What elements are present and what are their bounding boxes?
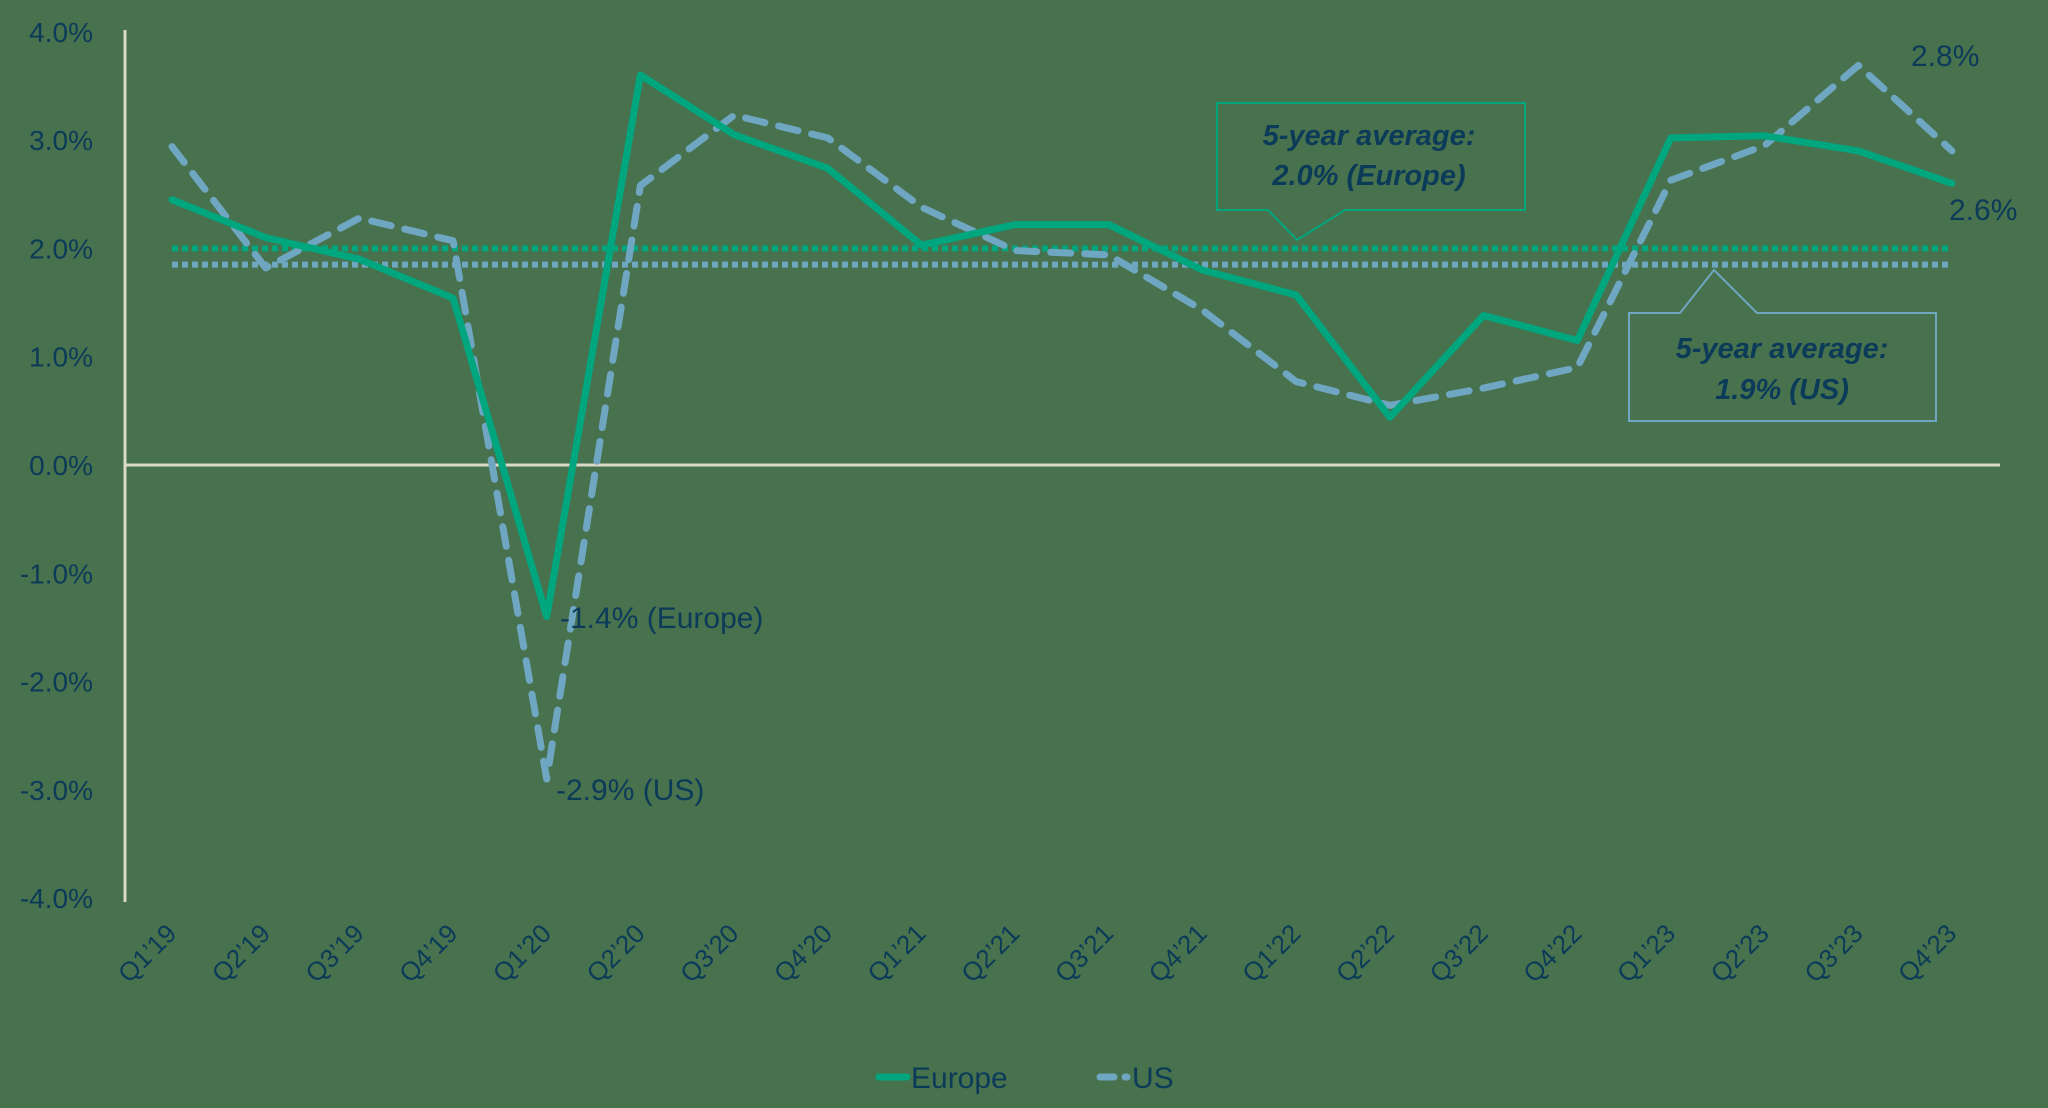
us-end-label: 2.8%	[1911, 40, 1979, 73]
europe-dip-label: -1.4% (Europe)	[560, 602, 763, 635]
y-tick-label: 3.0%	[29, 125, 93, 156]
us-dip-label: -2.9% (US)	[556, 774, 704, 807]
us-callout-line1: 5-year average:	[1676, 333, 1889, 365]
x-tick-label: Q3’23	[1798, 918, 1868, 988]
x-tick-label: Q1’22	[1236, 918, 1306, 988]
y-tick-label: 2.0%	[29, 233, 93, 264]
x-tick-label: Q3’20	[674, 918, 744, 988]
europe-average-callout: 5-year average: 2.0% (Europe)	[1216, 102, 1526, 242]
europe-callout-line2: 2.0% (Europe)	[1271, 160, 1465, 192]
x-tick-label: Q2’23	[1705, 918, 1775, 988]
y-tick-label: -1.0%	[20, 558, 93, 589]
us-callout-box	[1628, 268, 1937, 422]
x-tick-label: Q3’22	[1424, 918, 1494, 988]
x-tick-label: Q1’19	[112, 918, 182, 988]
x-tick-label: Q4’19	[393, 918, 463, 988]
us-average-callout: 5-year average: 1.9% (US)	[1628, 268, 1937, 422]
x-tick-label: Q4’21	[1142, 918, 1212, 988]
x-tick-label: Q4’22	[1517, 918, 1587, 988]
x-tick-label: Q1’20	[487, 918, 557, 988]
europe-callout-line1: 5-year average:	[1263, 120, 1476, 152]
legend-us-label: US	[1132, 1062, 1174, 1095]
x-tick-label: Q2’22	[1330, 918, 1400, 988]
legend-europe-label: Europe	[911, 1062, 1008, 1095]
x-tick-label: Q2’20	[580, 918, 650, 988]
europe-end-label: 2.6%	[1949, 194, 2017, 227]
europe-series-line	[168, 71, 1956, 621]
y-tick-label: 1.0%	[29, 342, 93, 373]
x-tick-label: Q4’20	[768, 918, 838, 988]
europe-callout-box	[1216, 102, 1526, 242]
legend: Europe US	[875, 1062, 1174, 1095]
x-tick-label: Q3’19	[299, 918, 369, 988]
y-tick-label: 0.0%	[29, 450, 93, 481]
y-axis-ticks: 4.0% 3.0% 2.0% 1.0% 0.0% -1.0% -2.0% -3.0% -4.0%	[20, 17, 93, 914]
x-tick-label: Q2’21	[955, 918, 1025, 988]
x-axis-ticks: Q1’19 Q2’19 Q3’19 Q4’19 Q1’20 Q2’20 Q3’20 Q4’20…	[112, 918, 1962, 988]
x-tick-label: Q1’23	[1611, 918, 1681, 988]
x-tick-label: Q3’21	[1049, 918, 1119, 988]
y-tick-label: -3.0%	[20, 775, 93, 806]
y-tick-label: 4.0%	[29, 17, 93, 48]
x-tick-label: Q4’23	[1892, 918, 1962, 988]
x-tick-label: Q1’21	[861, 918, 931, 988]
legend-item-europe[interactable]: Europe	[875, 1062, 1008, 1095]
us-callout-line2: 1.9% (US)	[1715, 374, 1849, 406]
x-tick-label: Q2’19	[206, 918, 276, 988]
y-tick-label: -4.0%	[20, 883, 93, 914]
y-tick-label: -2.0%	[20, 667, 93, 698]
legend-item-us[interactable]: US	[1096, 1062, 1174, 1095]
us-series-line	[168, 61, 1956, 783]
